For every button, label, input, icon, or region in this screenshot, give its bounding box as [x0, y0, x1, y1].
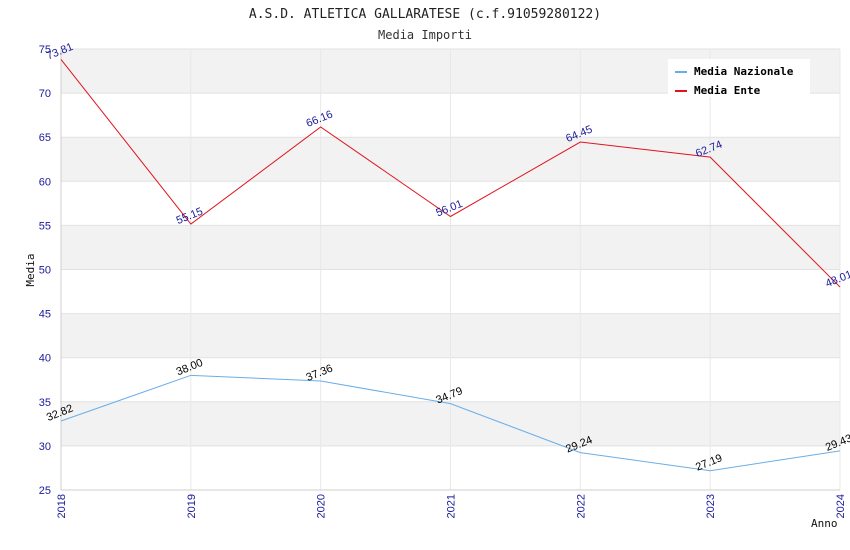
y-tick-label: 50 — [39, 265, 51, 277]
legend-entry: Media Ente — [694, 84, 761, 97]
x-tick-label: 2019 — [186, 494, 198, 518]
y-tick-labels: 25 30 35 40 45 50 55 60 65 70 75 — [39, 44, 51, 497]
x-tick-labels: 2018 2019 2020 2021 2022 2023 2024 — [56, 494, 847, 518]
y-axis-label: Media — [24, 253, 37, 286]
x-tick-label: 2018 — [56, 494, 68, 518]
x-tick-label: 2020 — [316, 494, 328, 518]
series-lines — [60, 59, 841, 472]
y-tick-label: 75 — [39, 44, 51, 56]
y-tick-label: 60 — [39, 176, 51, 188]
data-label: 38.00 — [175, 357, 205, 378]
chart-subtitle: Media Importi — [378, 28, 472, 42]
axes — [60, 49, 840, 491]
x-tick-label: 2022 — [575, 494, 587, 518]
x-axis-label: Anno — [811, 517, 838, 530]
data-label: 48.01 — [824, 269, 850, 290]
y-tick-label: 25 — [39, 485, 51, 497]
y-tick-label: 30 — [39, 441, 51, 453]
y-tick-label: 35 — [39, 397, 51, 409]
y-tick-label: 70 — [39, 88, 51, 100]
x-tick-label: 2023 — [705, 494, 717, 518]
legend-entry: Media Nazionale — [694, 65, 794, 78]
y-tick-label: 40 — [39, 353, 51, 365]
y-tick-label: 55 — [39, 220, 51, 232]
series-line — [60, 59, 841, 288]
legend: Media Nazionale Media Ente — [668, 59, 810, 97]
legend-box — [668, 59, 810, 97]
chart-title: A.S.D. ATLETICA GALLARATESE (c.f.9105928… — [249, 7, 601, 22]
x-tick-label: 2024 — [835, 494, 847, 518]
x-tick-label: 2021 — [446, 494, 458, 518]
y-tick-label: 65 — [39, 132, 51, 144]
series-line — [60, 374, 841, 472]
y-tick-label: 45 — [39, 309, 51, 321]
data-label: 66.16 — [305, 108, 335, 129]
